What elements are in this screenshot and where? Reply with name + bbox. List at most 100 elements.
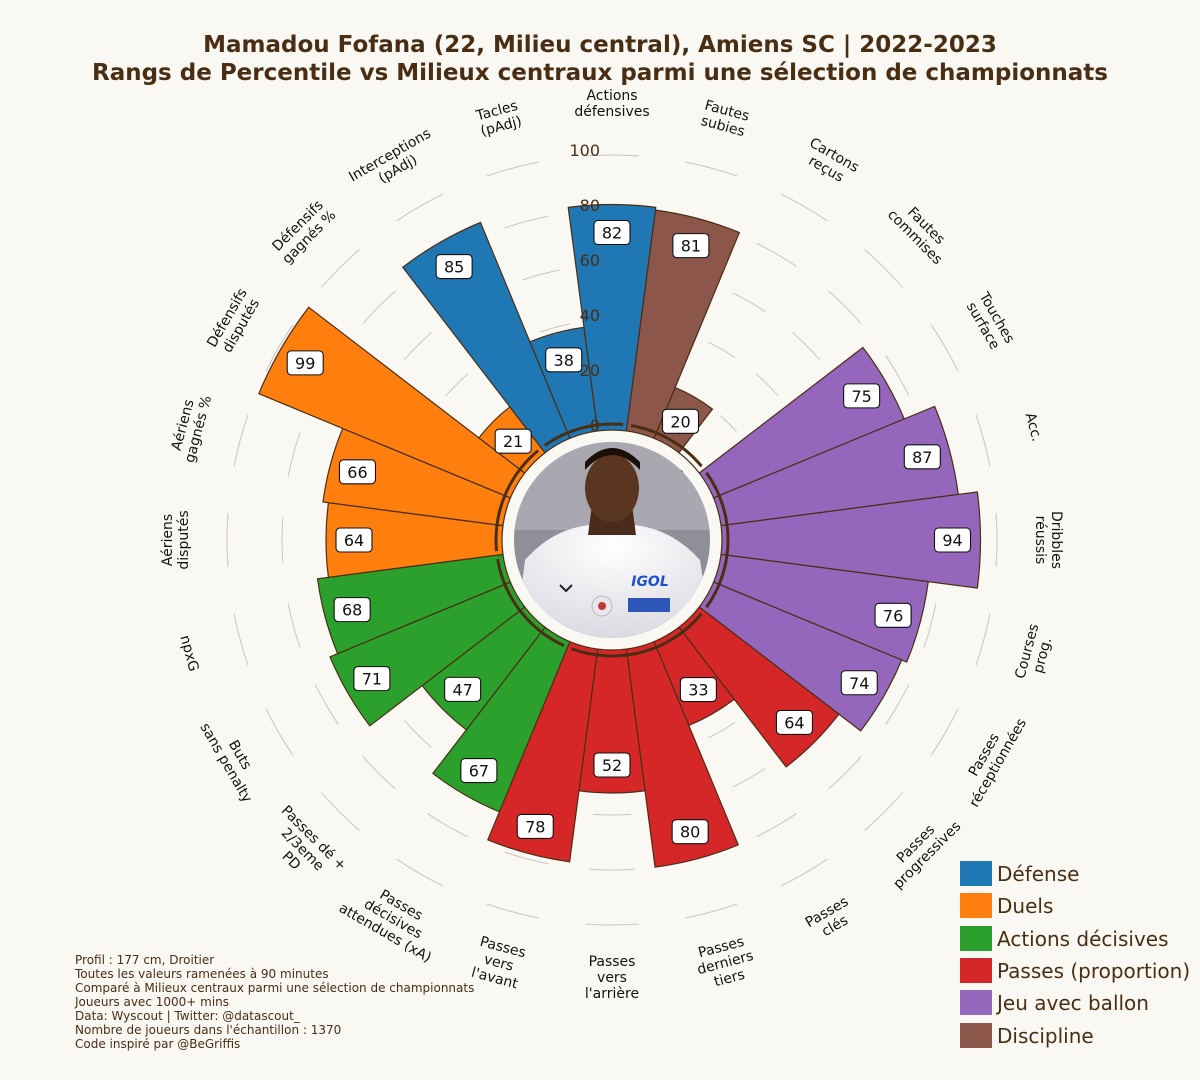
footer-line-3: Comparé à Milieux centraux parmi une sél… [75, 981, 474, 995]
value-label: 99 [286, 350, 324, 376]
value-label: 71 [353, 666, 391, 692]
bars: 81 20 0 75 87 94 76 74 64 33 80 52 78 67 47 71 68 64 66 99 2… [258, 203, 982, 868]
svg-text:76: 76 [883, 606, 903, 625]
value-label: 87 [903, 444, 941, 470]
svg-text:réussis: réussis [1032, 516, 1048, 565]
grid-arc [362, 290, 396, 324]
bar-acc [712, 405, 959, 527]
value-label: 66 [338, 459, 377, 485]
grid-arc [396, 858, 444, 887]
bar-fautes-commises [678, 452, 700, 474]
legend-swatch-actions [960, 926, 992, 951]
value-label: 76 [874, 602, 912, 628]
radial-tick-labels: 0 20 40 60 80 100 [569, 141, 600, 435]
grid-arc [362, 756, 396, 790]
grid-arc [404, 332, 432, 360]
svg-text:68: 68 [342, 601, 362, 620]
grid-arc [265, 708, 294, 756]
bar-interceptions-padj [401, 221, 571, 454]
player-photo: IGOL [514, 442, 710, 638]
grid-arc [427, 813, 468, 838]
legend-swatch-ball [960, 990, 992, 1015]
svg-text:Aériens: Aériens [160, 514, 176, 566]
bracket-duels [494, 449, 540, 552]
grid-arc [732, 767, 767, 788]
tick-label: 20 [580, 361, 600, 380]
value-label: 85 [435, 254, 473, 280]
bar-passes-vers-l-avant [487, 640, 599, 863]
grid-arc [281, 516, 284, 564]
svg-text:47: 47 [452, 680, 472, 699]
category-label-npxg: npxG [176, 633, 201, 673]
legend: Défense Duels Actions décisives Passes (… [960, 861, 1190, 1048]
legend-label-actions: Actions décisives [997, 927, 1169, 951]
grid-arc [685, 903, 738, 919]
svg-text:l'arrière: l'arrière [585, 986, 639, 1002]
category-label-aeriens-disputes: Aériens disputés [160, 510, 192, 569]
svg-text:87: 87 [912, 448, 932, 467]
group-brackets [494, 422, 730, 658]
grid-arc [321, 249, 360, 288]
grid-arc [756, 813, 797, 838]
bar-aeriens-disputes [325, 501, 504, 579]
legend-swatch-duels [960, 893, 992, 918]
grid-arc [885, 355, 910, 396]
grid-arc [585, 923, 639, 926]
bar-aeriens-gagnes [322, 427, 512, 527]
legend-swatch-discipline [960, 1023, 992, 1048]
grid-arc [975, 613, 991, 666]
grid-arc [708, 341, 736, 359]
footer-line-4: Joueurs avec 1000+ mins [74, 995, 229, 1009]
svg-text:64: 64 [784, 713, 804, 732]
grid-arc [995, 513, 998, 567]
grid-arc [287, 432, 301, 478]
value-label: 68 [333, 597, 371, 623]
bracket-discipline [630, 424, 703, 468]
grid-arc [445, 373, 468, 396]
bar-courses-prog [712, 553, 929, 663]
svg-text:81: 81 [681, 237, 701, 256]
value-label: 38 [545, 347, 583, 373]
grid-arc [233, 613, 249, 666]
bracket-jeu-avec-ballon [705, 471, 730, 609]
svg-text:74: 74 [849, 674, 869, 693]
tick-label: 0 [590, 416, 600, 435]
svg-text:défensives: défensives [574, 104, 649, 120]
footer-line-6: Nombre de joueurs dans l'échantillon : 1… [75, 1023, 341, 1037]
grid-arc [732, 292, 767, 313]
footer-line-2: Toutes les valeurs ramenées à 90 minutes [74, 967, 329, 981]
svg-text:21: 21 [503, 432, 523, 451]
value-label: 47 [444, 676, 482, 702]
svg-text:71: 71 [362, 670, 382, 689]
legend-swatch-passes [960, 958, 992, 983]
tick-label: 80 [580, 196, 600, 215]
legend-label-defense: Défense [997, 862, 1079, 886]
svg-text:82: 82 [602, 224, 622, 243]
svg-text:78: 78 [525, 817, 545, 836]
grid-arc [828, 290, 862, 324]
value-label: 64 [335, 527, 373, 553]
bar-defensifs-disputes [258, 306, 526, 499]
svg-text:Actions: Actions [586, 88, 637, 104]
category-label-tacles-padj: Tacles(pAdj) [474, 98, 524, 140]
grid-arc [923, 602, 937, 648]
category-label-interceptions-padj: Interceptions(pAdj) [346, 126, 434, 187]
grid-arc [233, 414, 249, 467]
svg-text:67: 67 [469, 762, 489, 781]
chart-title-line2: Rangs de Percentile vs Milieux centraux … [92, 60, 1108, 86]
footer-notes: Profil : 177 cm, Droitier Toutes les val… [74, 953, 474, 1051]
value-label: 67 [460, 758, 498, 784]
tick-label: 100 [569, 141, 600, 160]
grid-arc [321, 792, 360, 831]
value-label: 81 [672, 233, 710, 259]
grid-arc [719, 415, 737, 433]
